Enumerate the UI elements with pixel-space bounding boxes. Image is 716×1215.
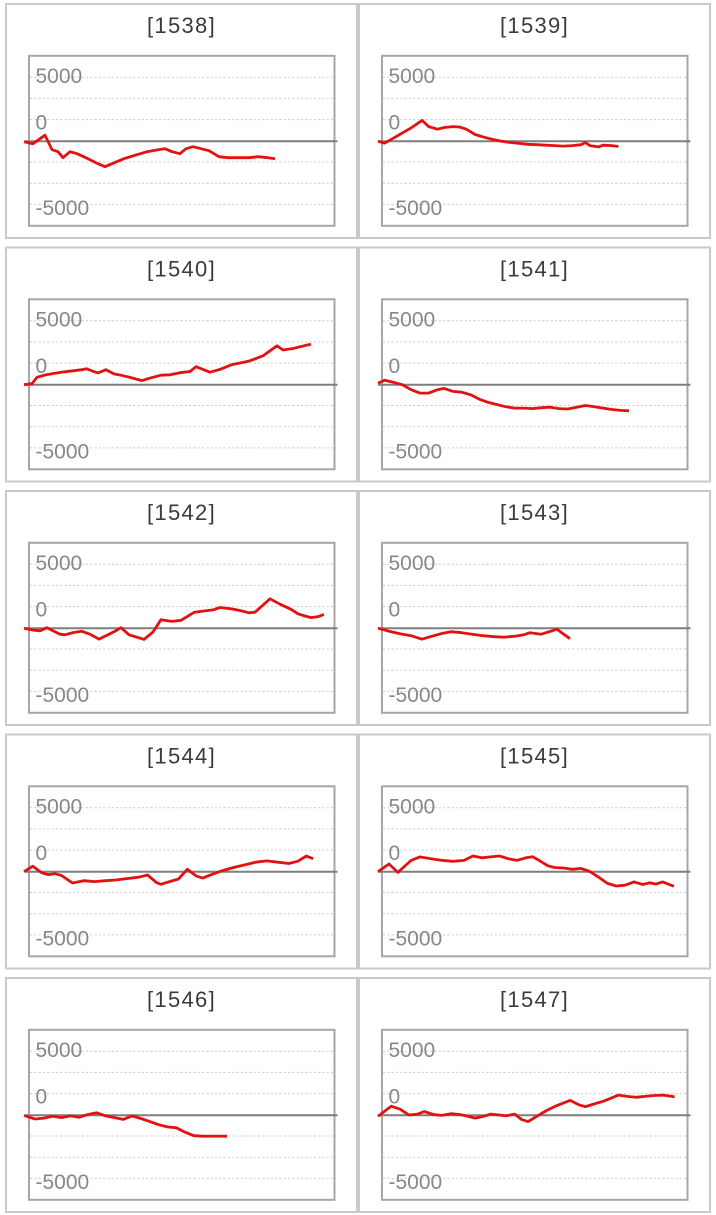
- svg-text:[1542]: [1542]: [147, 500, 216, 525]
- svg-text:5000: 5000: [36, 796, 83, 819]
- svg-text:[1546]: [1546]: [147, 987, 216, 1012]
- svg-text:0: 0: [389, 112, 401, 135]
- svg-text:0: 0: [389, 1086, 401, 1109]
- svg-text:5000: 5000: [389, 552, 436, 575]
- svg-text:[1547]: [1547]: [500, 987, 569, 1012]
- svg-text:5000: 5000: [36, 552, 83, 575]
- svg-text:[1541]: [1541]: [500, 256, 569, 281]
- svg-text:[1544]: [1544]: [147, 743, 216, 768]
- svg-text:0: 0: [389, 599, 401, 622]
- svg-text:-5000: -5000: [36, 684, 90, 707]
- svg-text:-5000: -5000: [36, 1171, 90, 1194]
- svg-text:-5000: -5000: [36, 440, 90, 463]
- svg-text:0: 0: [36, 355, 48, 378]
- svg-text:[1545]: [1545]: [500, 743, 569, 768]
- svg-text:5000: 5000: [389, 796, 436, 819]
- svg-text:0: 0: [36, 842, 48, 865]
- svg-text:0: 0: [36, 599, 48, 622]
- svg-text:5000: 5000: [36, 65, 83, 88]
- svg-text:-5000: -5000: [36, 927, 90, 950]
- svg-text:[1540]: [1540]: [147, 256, 216, 281]
- svg-text:-5000: -5000: [389, 197, 443, 220]
- svg-text:-5000: -5000: [389, 440, 443, 463]
- svg-text:[1543]: [1543]: [500, 500, 569, 525]
- svg-text:[1539]: [1539]: [500, 13, 569, 38]
- svg-text:-5000: -5000: [389, 1171, 443, 1194]
- svg-text:0: 0: [389, 355, 401, 378]
- svg-text:5000: 5000: [36, 309, 83, 332]
- svg-text:0: 0: [36, 112, 48, 135]
- svg-text:5000: 5000: [389, 1039, 436, 1062]
- svg-text:[1538]: [1538]: [147, 13, 216, 38]
- svg-text:0: 0: [36, 1086, 48, 1109]
- svg-text:5000: 5000: [389, 65, 436, 88]
- svg-text:-5000: -5000: [36, 197, 90, 220]
- svg-text:5000: 5000: [389, 309, 436, 332]
- svg-text:-5000: -5000: [389, 927, 443, 950]
- svg-text:0: 0: [389, 842, 401, 865]
- svg-text:-5000: -5000: [389, 684, 443, 707]
- svg-text:5000: 5000: [36, 1039, 83, 1062]
